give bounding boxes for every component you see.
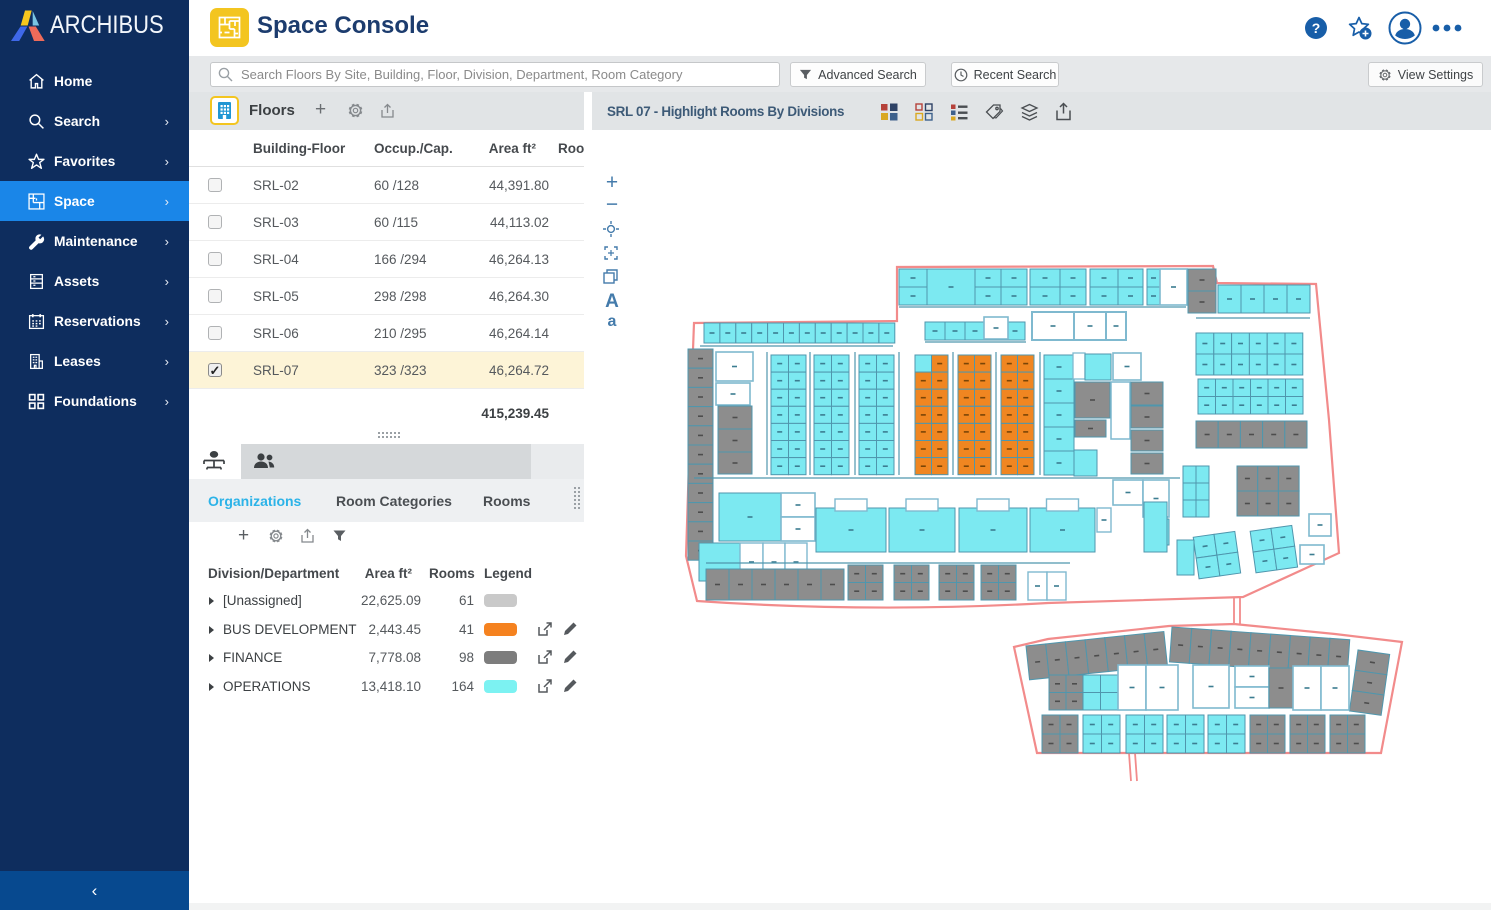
svg-text:?: ? [1312, 20, 1321, 36]
